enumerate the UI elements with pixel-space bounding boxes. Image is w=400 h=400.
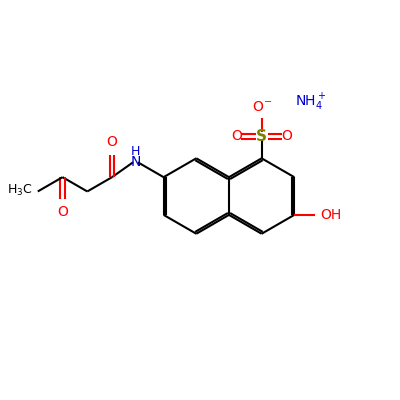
Text: O: O	[57, 205, 68, 219]
Text: O: O	[282, 130, 292, 144]
Text: NH$_4^+$: NH$_4^+$	[295, 91, 327, 112]
Text: OH: OH	[320, 208, 342, 222]
Text: N: N	[131, 155, 141, 169]
Text: H$_3$C: H$_3$C	[8, 183, 33, 198]
Text: S: S	[256, 129, 267, 144]
Text: O: O	[231, 130, 242, 144]
Text: H: H	[131, 144, 140, 158]
Text: O: O	[107, 135, 118, 149]
Text: O$^{-}$: O$^{-}$	[252, 100, 272, 114]
